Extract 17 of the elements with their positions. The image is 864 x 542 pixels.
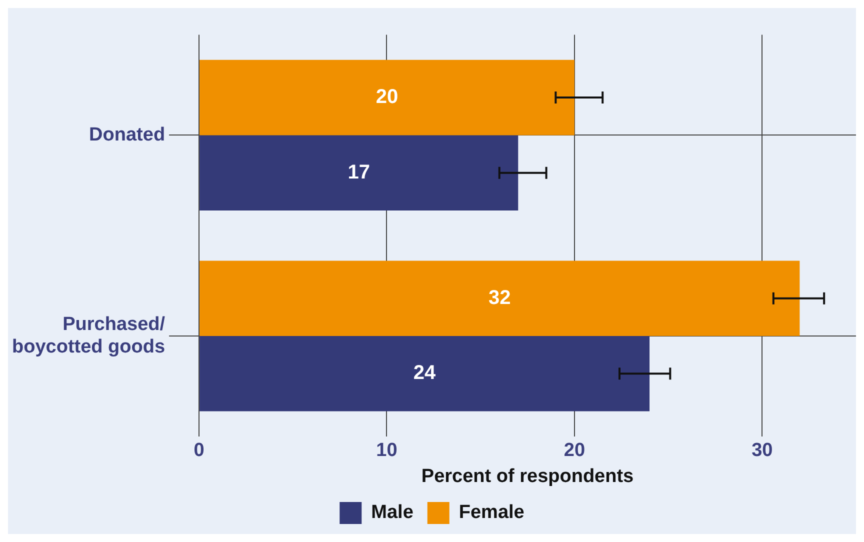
legend-label: Male	[371, 502, 414, 524]
legend-label: Female	[458, 502, 524, 524]
x-tick-label: 0	[194, 440, 204, 462]
data-label: 20	[376, 86, 398, 108]
bar	[200, 60, 574, 136]
bar	[200, 135, 518, 210]
x-tick-label: 20	[564, 440, 586, 462]
y-tick-label: Purchased/ boycotted goods	[12, 314, 166, 358]
data-label: 17	[348, 161, 370, 184]
x-tick-label: 10	[376, 440, 398, 462]
bar	[200, 336, 650, 412]
data-label: 24	[413, 362, 437, 384]
data-label: 32	[488, 286, 511, 309]
bar	[200, 260, 800, 336]
x-axis-title: Percent of respondents	[421, 466, 634, 487]
y-tick-label: Donated	[89, 124, 166, 146]
x-tick-label: 30	[752, 440, 773, 462]
